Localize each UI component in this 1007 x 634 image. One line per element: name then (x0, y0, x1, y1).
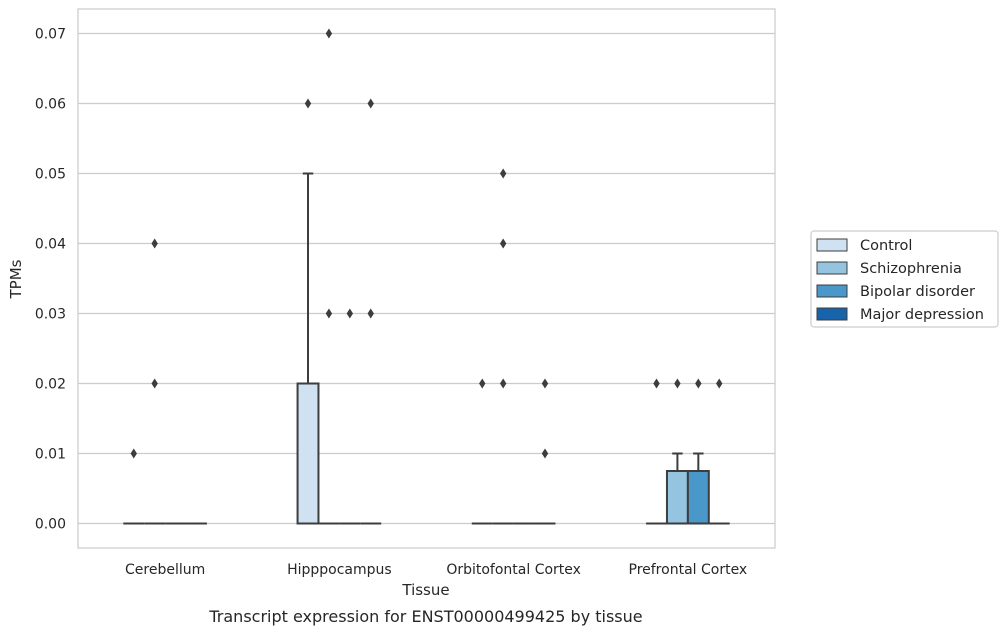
legend-swatch (816, 307, 848, 321)
outlier-point (151, 378, 158, 389)
box-control (471, 378, 493, 525)
box-schizophrenia (144, 238, 166, 525)
outlier-point (325, 308, 333, 319)
outlier-point (541, 378, 549, 389)
y-tick-label: 0.04 (35, 237, 66, 253)
legend: Control Schizophrenia Bipolar disorder Majo… (810, 230, 999, 328)
legend-frame (810, 230, 999, 328)
legend-swatch (816, 284, 848, 298)
outlier-point (653, 378, 660, 389)
gridlines (78, 32, 775, 525)
x-tick-label: Cerebellum (125, 562, 205, 578)
legend-label: Control (860, 238, 912, 254)
y-axis-title: TPMs (7, 259, 25, 299)
x-tick-labels: Cerebellum Hipppocampus Orbitofontal Corte… (125, 562, 747, 578)
box-bipolar-disorder (686, 378, 710, 525)
box-control (123, 448, 145, 525)
outlier-point (499, 168, 507, 179)
y-tick-label: 0.02 (35, 377, 66, 393)
legend-swatch (816, 261, 848, 275)
box-schizophrenia (665, 378, 689, 525)
y-tick-label: 0.07 (35, 27, 66, 43)
box-body (665, 470, 689, 525)
outlier-point (499, 238, 507, 249)
boxes (123, 28, 730, 525)
box-major-depression (708, 378, 730, 525)
outlier-point (479, 378, 486, 389)
box-control (646, 378, 667, 525)
outlier-point (325, 28, 333, 39)
outlier-point (130, 448, 137, 459)
chart-caption: Transcript expression for ENST0000049942… (208, 607, 642, 626)
x-tick-label: Orbitofontal Cortex (446, 562, 581, 578)
y-tick-label: 0.00 (35, 517, 66, 533)
y-tick-label: 0.05 (35, 167, 66, 183)
outlier-point (674, 378, 681, 389)
outlier-point (367, 98, 374, 109)
box-body (296, 382, 320, 525)
outlier-point (541, 448, 549, 459)
outlier-point (716, 378, 723, 389)
x-tick-label: Hipppocampus (287, 562, 392, 578)
y-tick-label: 0.03 (35, 307, 66, 323)
x-tick-label: Prefrontal Cortex (629, 562, 748, 578)
box-major-depression (360, 98, 382, 525)
x-axis-title: Tissue (401, 581, 449, 599)
box-bipolar-disorder (339, 308, 361, 525)
outlier-point (151, 238, 158, 249)
legend-swatch (816, 238, 848, 252)
y-tick-labels: 0.00 0.01 0.02 0.03 0.04 0.05 0.06 0.07 (35, 27, 66, 533)
box-schizophrenia (318, 28, 340, 525)
plot-area-frame (77, 8, 776, 549)
outlier-point (346, 308, 354, 319)
outlier-point (695, 378, 702, 389)
outlier-point (367, 308, 374, 319)
y-tick-label: 0.06 (35, 97, 66, 113)
box-control (296, 98, 320, 525)
box-major-depression (534, 378, 556, 525)
legend-label: Schizophrenia (860, 261, 962, 277)
box-schizophrenia (492, 168, 514, 525)
y-tick-label: 0.01 (35, 447, 66, 463)
box-body (686, 470, 710, 525)
legend-label: Bipolar disorder (860, 284, 975, 300)
outlier-point (499, 378, 507, 389)
outlier-point (304, 98, 312, 109)
legend-label: Major depression (860, 307, 984, 323)
